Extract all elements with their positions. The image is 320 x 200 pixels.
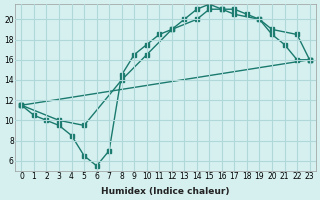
X-axis label: Humidex (Indice chaleur): Humidex (Indice chaleur) — [101, 187, 230, 196]
